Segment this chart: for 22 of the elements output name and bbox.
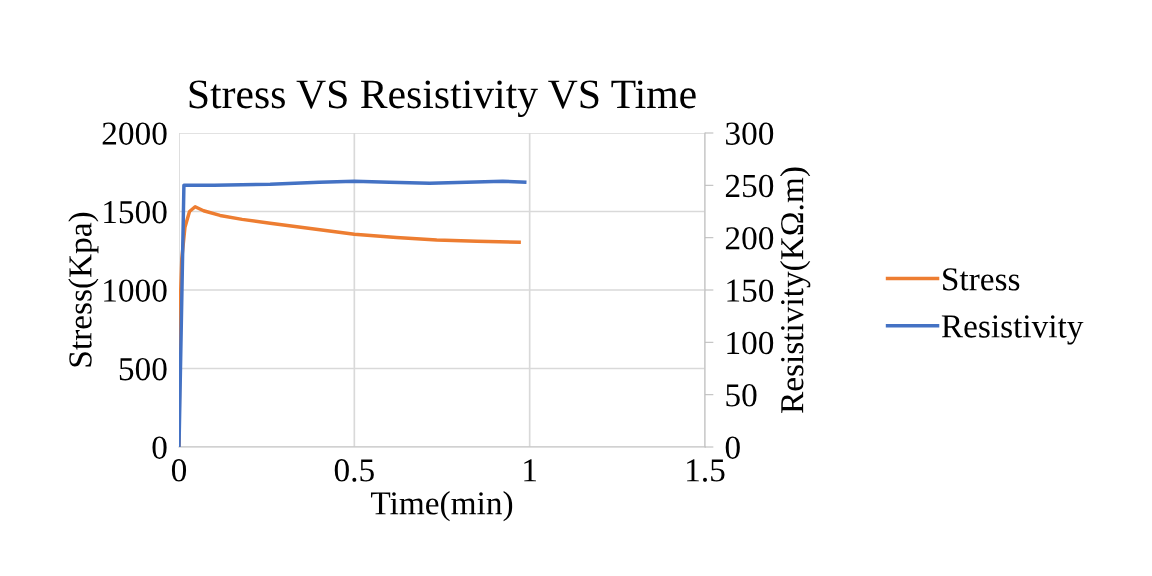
y2-tick-label: 100 [727, 331, 774, 355]
chart-title: Stress VS Resistivity VS Time [189, 80, 696, 117]
x-tick-label: 1.5 [687, 459, 725, 482]
y2-tick-label: 0 [725, 436, 740, 459]
y2-tick-label: 250 [725, 174, 774, 198]
legend-label: Stress [943, 268, 1020, 291]
y-tick-label: 1000 [104, 279, 167, 302]
y-tick-label: 2000 [102, 122, 167, 145]
y2-tick-label: 50 [726, 384, 757, 407]
y-tick-label: 1500 [104, 200, 167, 224]
y-tick-label: 500 [119, 357, 167, 381]
x-tick-label: 0 [171, 459, 187, 482]
y2-axis-title: Resistivity(KΩ.m) [780, 167, 811, 413]
y2-tick-label: 150 [727, 279, 774, 302]
y-tick-label: 0 [152, 436, 167, 459]
x-tick-label: 0.5 [334, 459, 374, 482]
y2-tick-label: 200 [725, 227, 774, 250]
x-axis-title: Time(min) [370, 491, 513, 522]
x-tick-label: 1 [524, 459, 536, 482]
legend-label: Resistivity [941, 315, 1084, 345]
y-axis-title: Stress(Kpa) [68, 212, 99, 367]
y2-tick-label: 300 [726, 122, 774, 145]
